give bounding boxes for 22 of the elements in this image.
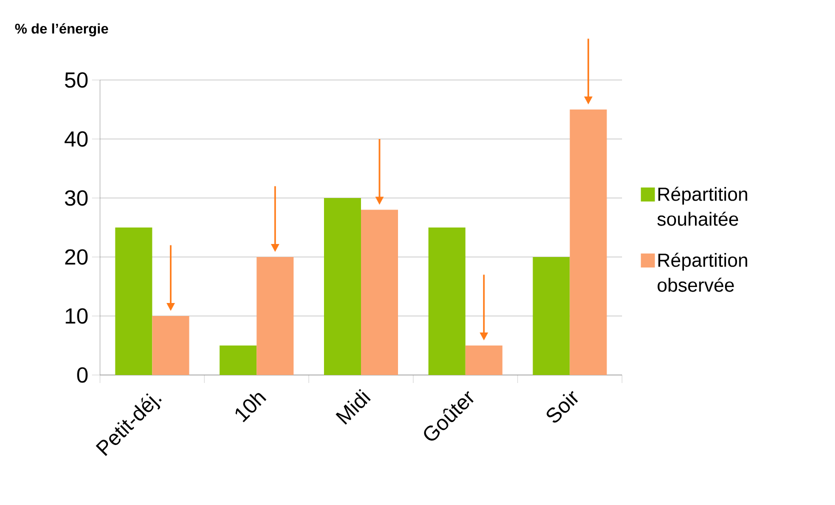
legend-label: Répartition souhaitée <box>657 186 748 226</box>
y-tick-label: 50 <box>64 72 88 88</box>
bar <box>256 257 294 375</box>
bar <box>570 109 607 375</box>
x-tick-label: 10h <box>236 392 266 422</box>
bar <box>532 257 570 375</box>
bar <box>428 227 466 375</box>
y-tick-label: 30 <box>64 190 88 206</box>
y-axis-title: % de l’énergie <box>15 23 108 36</box>
y-tick-label: 0 <box>77 367 88 383</box>
bar <box>324 198 362 375</box>
bar <box>152 316 190 375</box>
bar <box>115 227 152 375</box>
bar <box>465 346 502 375</box>
bar <box>220 346 257 375</box>
legend-label: Répartition observée <box>658 252 748 292</box>
y-tick-label: 20 <box>65 249 88 265</box>
bar <box>361 210 398 375</box>
x-tick-label: Soir <box>546 391 578 423</box>
y-tick-label: 40 <box>64 131 88 147</box>
y-tick-label: 10 <box>66 308 88 324</box>
x-tick-label: Midi <box>336 388 371 425</box>
